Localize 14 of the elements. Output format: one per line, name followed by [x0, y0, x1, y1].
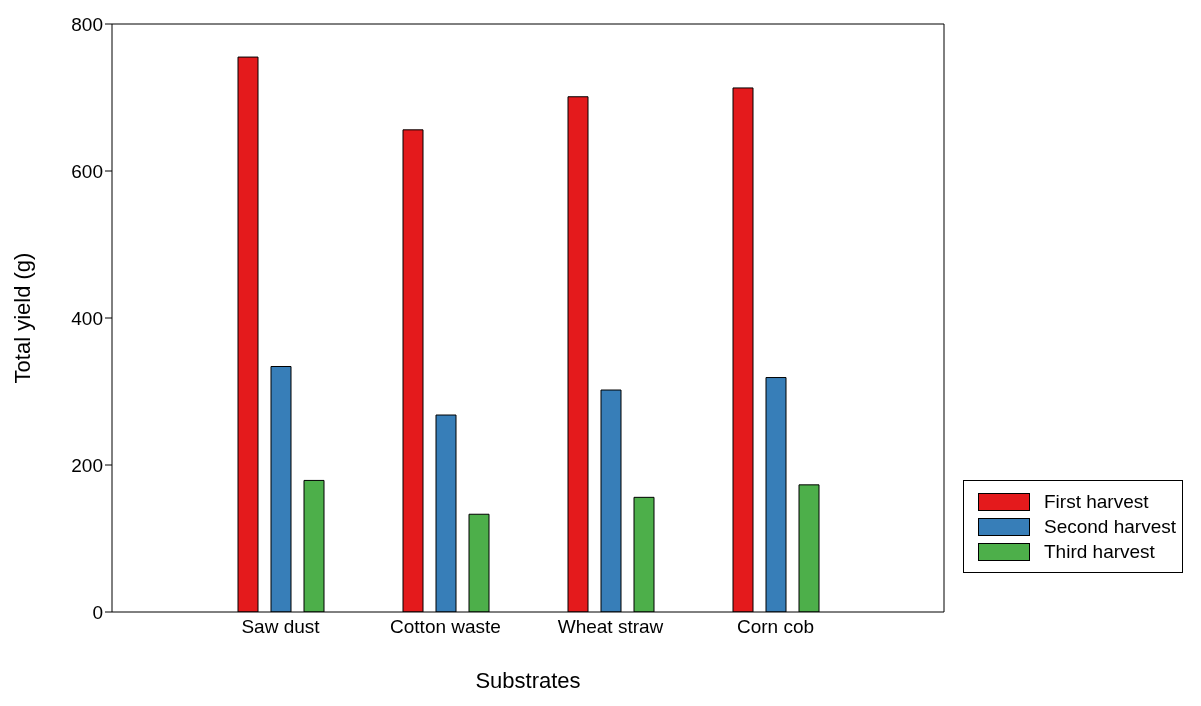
legend-label: Second harvest [1044, 515, 1177, 539]
x-tick-label: Saw dust [241, 616, 321, 638]
y-axis-title: Total yield (g) [9, 252, 35, 384]
legend-label: First harvest [1044, 490, 1149, 514]
y-tick-label: 800 [71, 13, 103, 35]
y-tick-label: 200 [71, 454, 103, 476]
x-tick-label: Cotton waste [390, 616, 501, 638]
legend-label: Third harvest [1044, 540, 1155, 564]
y-tick-label: 400 [71, 307, 103, 329]
x-axis-title: Substrates [475, 668, 581, 693]
x-tick-label: Corn cob [736, 616, 815, 638]
x-tick-label: Wheat straw [557, 616, 664, 638]
y-tick-label: 0 [92, 601, 103, 623]
y-tick-label: 600 [71, 160, 103, 182]
